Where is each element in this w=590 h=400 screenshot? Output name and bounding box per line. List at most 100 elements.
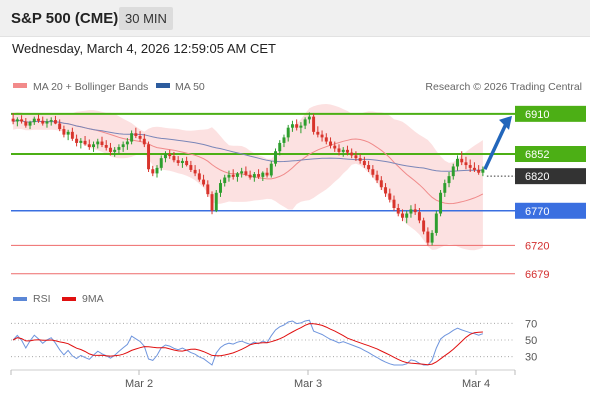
- candle-body: [274, 151, 277, 164]
- candle-body: [219, 183, 222, 193]
- candle-body: [197, 173, 201, 180]
- candle-body: [206, 184, 210, 195]
- candle-body: [62, 129, 66, 135]
- candle-body: [214, 192, 218, 211]
- price-legend: MA 20 + Bollinger Bands MA 50 Research ©…: [13, 81, 582, 93]
- level-label-6679: 6679: [525, 269, 549, 281]
- candle-body: [58, 123, 62, 130]
- candle-body: [430, 232, 434, 243]
- candle-body: [49, 120, 53, 122]
- candle-body: [70, 131, 74, 139]
- candle-body: [269, 163, 273, 176]
- candle-body: [210, 194, 214, 211]
- bollinger-band: [13, 104, 483, 251]
- candle-body: [290, 124, 294, 128]
- level-label-6770: 6770: [525, 206, 549, 218]
- candle-body: [189, 165, 193, 170]
- ma50-line: [12, 119, 483, 172]
- rsi-ma9-line: [12, 323, 483, 366]
- ma9-legend-swatch: [62, 297, 76, 301]
- candle-body: [37, 118, 40, 121]
- candle-body: [362, 160, 366, 166]
- candle-body: [223, 177, 227, 184]
- candle-body: [477, 169, 481, 173]
- moving-averages: [12, 119, 484, 205]
- candle-body: [96, 141, 100, 145]
- rsi-legend-label: RSI: [33, 293, 51, 305]
- x-axis-label: Mar 3: [294, 378, 322, 390]
- candle-body: [130, 133, 134, 142]
- candle-body: [15, 119, 19, 122]
- chart-header: S&P 500 (CME) 30 MIN: [0, 0, 590, 37]
- candle-body: [354, 155, 358, 159]
- candle-body: [113, 149, 117, 152]
- candle-body: [202, 179, 206, 185]
- candle-body: [45, 121, 49, 124]
- candle-body: [303, 119, 307, 126]
- rsi-axis-label: 50: [525, 335, 537, 347]
- candle-body: [66, 131, 70, 135]
- candle-body: [75, 138, 79, 143]
- candle-body: [117, 147, 121, 150]
- candle-body: [261, 172, 265, 177]
- candle-body: [350, 152, 354, 156]
- candle-body: [20, 119, 24, 122]
- candle-body: [155, 167, 159, 174]
- candle-body: [176, 160, 180, 163]
- candle-body: [24, 121, 28, 126]
- candle-body: [295, 124, 299, 128]
- candle-body: [481, 169, 485, 173]
- candle-body: [312, 116, 316, 132]
- projection-arrow-head: [499, 115, 512, 130]
- candle-body: [87, 144, 91, 148]
- candle-body: [460, 158, 464, 163]
- price-level-labels: 6910 6852 6820 6770 6720 6679: [515, 105, 586, 281]
- candle-body: [53, 120, 57, 124]
- candle-body: [422, 220, 426, 232]
- candle-body: [468, 165, 472, 168]
- level-label-6852: 6852: [525, 149, 549, 161]
- candle-body: [464, 162, 468, 166]
- candle-body: [371, 169, 375, 175]
- candle-body: [231, 174, 235, 177]
- candle-body: [108, 147, 112, 152]
- rsi-panel: 70 50 30: [11, 318, 537, 366]
- candle-body: [257, 174, 261, 177]
- candle-body: [316, 131, 320, 135]
- candles: [11, 112, 485, 246]
- candle-body: [384, 187, 388, 194]
- candle-body: [92, 144, 96, 148]
- candle-body: [396, 208, 400, 214]
- x-axis-label: Mar 4: [462, 378, 490, 390]
- candle-body: [392, 199, 396, 208]
- ma20-legend-label: MA 20 + Bollinger Bands: [33, 81, 148, 93]
- candle-body: [138, 136, 142, 139]
- interval-button[interactable]: 30 MIN: [119, 7, 173, 30]
- bollinger-band-fill: [13, 104, 483, 251]
- candle-body: [185, 160, 189, 166]
- candle-body: [388, 193, 392, 200]
- projection-arrow-line: [483, 123, 508, 170]
- rsi-line: [12, 319, 484, 366]
- ma20-legend-swatch: [13, 83, 27, 88]
- rsi-legend: RSI 9MA: [13, 293, 104, 305]
- x-axis: Mar 2 Mar 3 Mar 4: [10, 369, 516, 390]
- candle-body: [379, 180, 383, 188]
- candle-body: [286, 127, 290, 138]
- candle-body: [400, 213, 404, 218]
- candle-body: [28, 122, 32, 126]
- candle-body: [417, 212, 421, 221]
- candle-body: [333, 145, 337, 149]
- candle-body: [147, 144, 151, 170]
- candle-body: [168, 154, 172, 157]
- candle-body: [282, 137, 286, 143]
- candle-body: [413, 209, 417, 213]
- candle-body: [278, 142, 282, 152]
- candle-body: [367, 165, 371, 170]
- candle-body: [159, 158, 163, 168]
- rsi-axis-label: 30: [525, 352, 537, 364]
- candle-body: [405, 213, 409, 218]
- level-label-6720: 6720: [525, 240, 549, 252]
- candle-body: [83, 140, 87, 145]
